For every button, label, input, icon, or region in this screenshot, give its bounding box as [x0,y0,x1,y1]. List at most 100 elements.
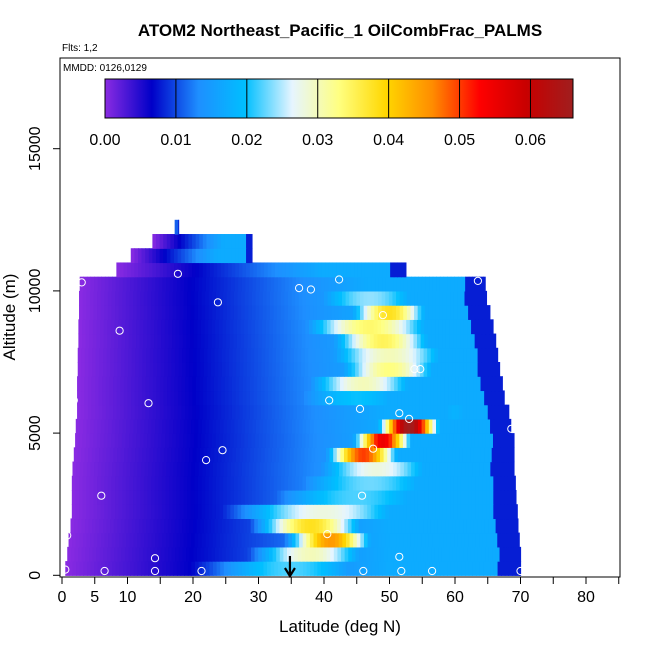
heatmap-cell [93,290,98,306]
heatmap-cell [339,262,344,278]
heatmap-cell [128,347,133,363]
heatmap-cell [395,319,400,335]
heatmap-cell [79,418,84,434]
heatmap-cell [239,447,244,463]
heatmap-cell [304,518,309,534]
heatmap-cell [251,333,256,349]
heatmap-cell [188,262,193,278]
heatmap-cell [434,347,439,363]
heatmap-cell [188,376,193,392]
heatmap-cell [234,561,239,576]
heatmap-cell [474,333,479,349]
heatmap-cell [252,461,257,477]
heatmap-cell [187,504,192,520]
heatmap-cell [151,561,156,576]
heatmap-cell [137,248,143,264]
heatmap-cell [482,305,487,320]
heatmap-cell [277,504,282,520]
heatmap-cell [182,546,187,562]
heatmap-cell [419,347,425,363]
heatmap-cell [169,504,174,520]
heatmap-cell [177,248,182,264]
heatmap-cell [151,475,156,491]
heatmap-cell [131,376,136,392]
heatmap-cell [315,362,320,377]
heatmap-cell [282,376,287,392]
heatmap-cell [81,362,86,377]
heatmap-cell [496,433,501,448]
heatmap-cell [277,489,282,505]
heatmap-cell [428,418,433,434]
heatmap-cell [329,404,334,420]
heatmap-cell [290,546,295,562]
heatmap-cell [421,489,426,505]
heatmap-cell [439,561,445,576]
heatmap-cell [151,305,156,320]
heatmap-cell [182,362,187,377]
heatmap-cell [404,376,410,392]
heatmap-cell [138,518,144,534]
heatmap-cell [504,532,509,548]
heatmap-cell [247,347,252,363]
heatmap-cell [457,532,462,548]
heatmap-cell [406,290,412,306]
heatmap-cell [481,518,486,534]
heatmap-cell [471,433,476,448]
heatmap-cell [144,561,149,576]
heatmap-cell [167,518,172,534]
heatmap-cell [178,362,183,377]
heatmap-cell [137,262,143,278]
heatmap-cell [142,362,147,377]
heatmap-cell [440,376,446,392]
heatmap-cell [314,262,319,278]
heatmap-cell [190,333,195,349]
sample-marker [369,444,378,453]
heatmap-cell [193,362,198,377]
heatmap-cell [327,504,332,520]
heatmap-cell [445,546,450,562]
heatmap-cell [221,404,226,420]
heatmap-cell [405,518,410,534]
heatmap-cell [369,518,374,534]
heatmap-cell [251,475,257,491]
heatmap-cell [307,447,313,463]
heatmap-cell [381,433,386,448]
heatmap-cell [226,504,231,520]
heatmap-cell [93,433,98,448]
heatmap-cell [236,333,242,349]
heatmap-cell [448,390,453,406]
heatmap-cell [211,362,216,377]
heatmap-cell [75,532,80,548]
heatmap-cell [472,461,477,477]
heatmap-cell [233,433,238,448]
heatmap-cell [493,504,498,520]
heatmap-cell [431,319,436,335]
heatmap-cell [277,290,282,306]
heatmap-cell [407,561,412,576]
heatmap-cell [121,319,126,335]
heatmap-cell [130,248,135,264]
heatmap-cell [154,475,159,491]
heatmap-cell [231,404,237,420]
heatmap-cell [486,504,491,520]
heatmap-cell [252,276,257,292]
heatmap-cell [373,362,378,377]
heatmap-cell [442,475,448,491]
heatmap-cell [409,518,414,534]
heatmap-cell [427,362,432,377]
heatmap-cell [125,504,131,520]
x-tick-label: 0 [58,589,67,606]
heatmap-cell [427,518,432,534]
heatmap-cell [401,447,406,463]
heatmap-cell [470,518,475,534]
heatmap-cell [170,262,175,278]
heatmap-cell [500,504,505,520]
heatmap-cell [331,276,337,292]
heatmap-cell [143,475,149,491]
heatmap-cell [205,418,210,434]
heatmap-cell [174,447,179,463]
heatmap-cell [332,390,338,406]
heatmap-cell [181,262,186,278]
heatmap-cell [299,418,304,434]
heatmap-cell [370,489,376,505]
